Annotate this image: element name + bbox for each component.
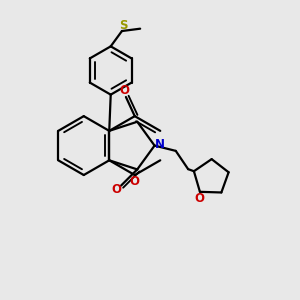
Text: N: N: [155, 138, 165, 151]
Text: O: O: [112, 183, 122, 196]
Text: S: S: [119, 19, 128, 32]
Text: O: O: [130, 175, 140, 188]
Text: O: O: [119, 84, 129, 97]
Text: O: O: [194, 192, 204, 205]
